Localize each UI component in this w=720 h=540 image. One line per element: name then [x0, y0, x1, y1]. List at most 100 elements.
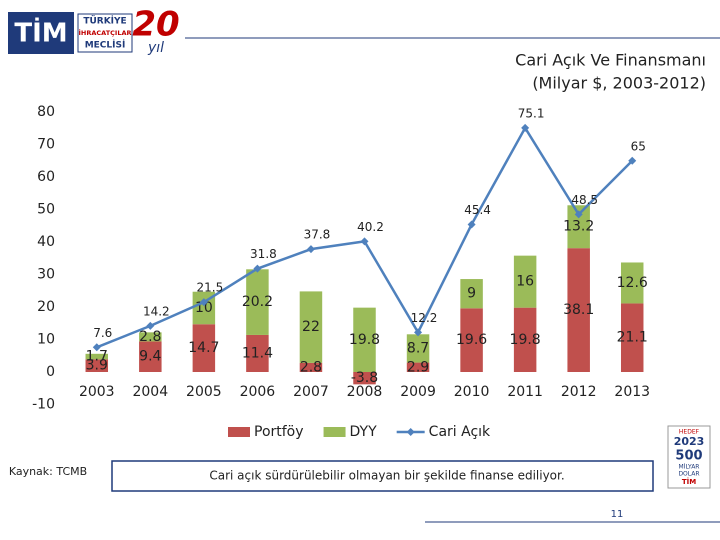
anniversary: 20: [132, 5, 179, 45]
data-label: 19.8: [510, 332, 541, 348]
data-label: 11.4: [242, 345, 273, 361]
bar: [299, 291, 323, 363]
badge-text: HEDEF: [679, 429, 700, 436]
badge-text: 500: [675, 449, 702, 464]
data-label: 75.1: [518, 106, 545, 120]
data-label: 9.4: [139, 349, 161, 365]
bar: [139, 341, 162, 372]
logo-line: İHRACATÇILAR: [79, 28, 132, 37]
logo-text: TİM: [14, 17, 67, 49]
x-tick-label: 2013: [614, 384, 650, 400]
bar: [353, 372, 376, 385]
marker: [467, 220, 476, 229]
marker: [628, 156, 637, 165]
plot: -10 0 10 20 30 40 50 60 70 80 2003 2004 2005 2006 2007…: [32, 104, 650, 440]
marker: [414, 328, 423, 337]
marker: [146, 321, 155, 330]
legend-label: DYY: [350, 424, 378, 440]
bar: [353, 307, 376, 372]
logo-frame: [77, 13, 133, 53]
data-label: 3.9: [86, 358, 108, 374]
badge-text: 2023: [674, 435, 705, 448]
bar: [620, 262, 644, 304]
marker: [306, 245, 315, 254]
data-label: -3.8: [351, 370, 378, 386]
legend-swatch: [406, 428, 415, 436]
badge-text: DOLAR: [678, 471, 699, 478]
bar: [620, 303, 644, 372]
y-tick-label: 40: [37, 234, 55, 250]
note: Cari açık sürdürülebilir olmayan bir şek…: [209, 469, 564, 483]
bar: [85, 353, 109, 360]
note-box: [111, 460, 654, 492]
y-tick-label: 50: [37, 202, 55, 218]
x-tick-label: 2003: [79, 384, 115, 400]
bar: [406, 334, 430, 363]
x-tick-label: 2012: [561, 384, 597, 400]
data-label: 38.1: [563, 302, 594, 318]
logo-line: TÜRKİYE: [83, 16, 126, 27]
legend-swatch: [228, 427, 250, 437]
data-label: 1.7: [86, 349, 108, 365]
bar: [460, 279, 483, 309]
badge: HEDEF 2023 500 MİLYAR DOLAR TİM: [667, 425, 711, 489]
marker: [253, 264, 262, 273]
marker: [199, 298, 208, 307]
legend-swatch: [323, 427, 346, 437]
chart-subtitle: (Milyar $, 2003-2012): [532, 74, 706, 93]
x-tick-label: 2006: [240, 384, 276, 400]
data-label: 22: [302, 319, 320, 335]
logo: TİM TÜRKİYE İHRACATÇILAR MECLİSİ 20 yıl: [8, 5, 180, 56]
bar: [299, 362, 323, 372]
chart-title: Cari Açık Ve Finansmanı: [515, 51, 706, 70]
bar: [246, 269, 269, 335]
bar: [513, 255, 537, 308]
y-tick-label: 70: [37, 137, 55, 153]
data-label: 2.9: [407, 359, 429, 375]
data-label: 65: [631, 139, 646, 153]
page-number: 11: [611, 509, 624, 520]
data-label: 31.8: [250, 247, 277, 261]
data-label: 8.7: [407, 340, 429, 356]
data-label: 20.2: [242, 294, 273, 310]
marker: [521, 123, 530, 132]
data-label: 37.8: [304, 228, 331, 242]
x-tick-label: 2008: [347, 384, 383, 400]
bar: [513, 307, 537, 372]
data-label: 19.6: [456, 332, 487, 348]
bar: [567, 248, 590, 372]
bar: [567, 205, 590, 249]
x-tick-label: 2010: [454, 384, 490, 400]
data-label: 19.8: [349, 332, 380, 348]
bar: [192, 324, 216, 372]
logo-line: MECLİSİ: [85, 40, 126, 51]
data-label: 45.4: [464, 203, 491, 217]
legend-label: Cari Açık: [429, 424, 491, 440]
badge-text: MİLYAR: [679, 464, 700, 471]
badge-text: TİM: [682, 477, 696, 486]
data-label: 14.7: [188, 340, 219, 356]
marker: [92, 343, 101, 352]
source: Kaynak: TCMB: [9, 465, 87, 478]
bar: [139, 332, 162, 342]
marker: [574, 210, 583, 219]
y-tick-label: -10: [32, 397, 55, 413]
badge-frame: [667, 425, 711, 489]
bar: [460, 308, 483, 372]
x-tick-label: 2004: [132, 384, 168, 400]
bar: [406, 362, 430, 372]
data-label: 21.1: [617, 330, 648, 346]
data-label: 12.2: [411, 311, 438, 325]
anniversary-word: yıl: [147, 40, 164, 56]
marker: [360, 237, 369, 246]
data-label: 12.6: [617, 275, 648, 291]
bar: [246, 334, 269, 372]
data-label: 48.5: [571, 193, 598, 207]
y-tick-label: 10: [37, 332, 55, 348]
y-tick-label: 80: [37, 104, 55, 120]
data-label: 9: [467, 286, 476, 302]
x-tick-label: 2009: [400, 384, 436, 400]
bar: [85, 359, 109, 372]
x-tick-label: 2007: [293, 384, 329, 400]
